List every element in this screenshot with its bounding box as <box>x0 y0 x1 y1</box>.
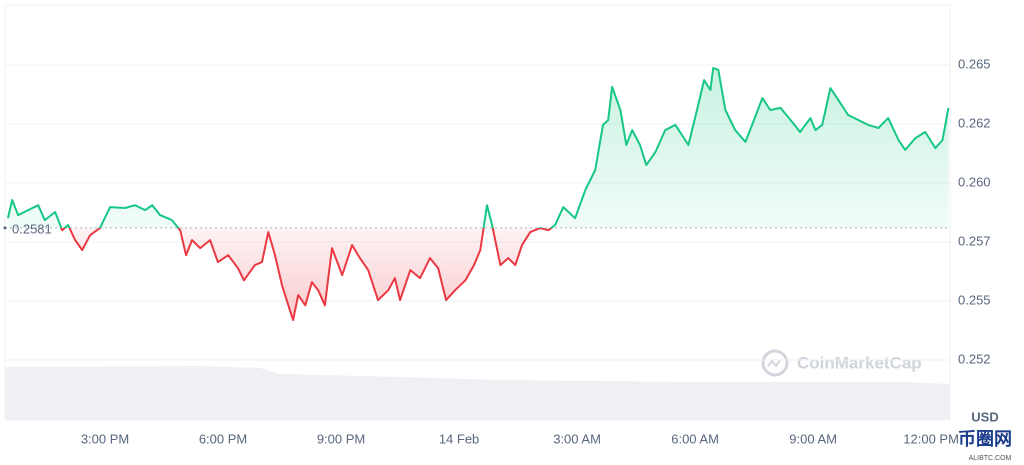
x-tick-label: 3:00 PM <box>81 431 129 446</box>
y-tick-label: 0.260 <box>958 174 991 189</box>
y-tick-label: 0.252 <box>958 351 991 366</box>
corner-watermark-sub: ALIBTC.COM <box>969 455 1012 462</box>
y-tick-label: 0.255 <box>958 292 991 307</box>
baseline-label: 0.2581 <box>12 221 52 236</box>
y-tick-label: 0.257 <box>958 233 991 248</box>
x-tick-label: 9:00 AM <box>789 431 837 446</box>
x-tick-label: 6:00 AM <box>671 431 719 446</box>
x-tick-label: 6:00 PM <box>199 431 247 446</box>
x-tick-label: 3:00 AM <box>553 431 601 446</box>
baseline-dot <box>3 226 7 230</box>
x-tick-label: 12:00 PM <box>903 431 959 446</box>
area-fill <box>7 68 949 321</box>
x-tick-label: 14 Feb <box>439 431 479 446</box>
corner-watermark: 币圈网 <box>958 429 1012 449</box>
y-tick-label: 0.262 <box>958 115 991 130</box>
price-line <box>6 67 950 322</box>
y-unit: USD <box>971 409 998 424</box>
watermark: CoinMarketCap <box>797 353 922 372</box>
volume-area <box>5 366 950 420</box>
watermark-logo <box>761 349 789 377</box>
y-tick-label: 0.265 <box>958 56 991 71</box>
x-tick-label: 9:00 PM <box>317 431 365 446</box>
